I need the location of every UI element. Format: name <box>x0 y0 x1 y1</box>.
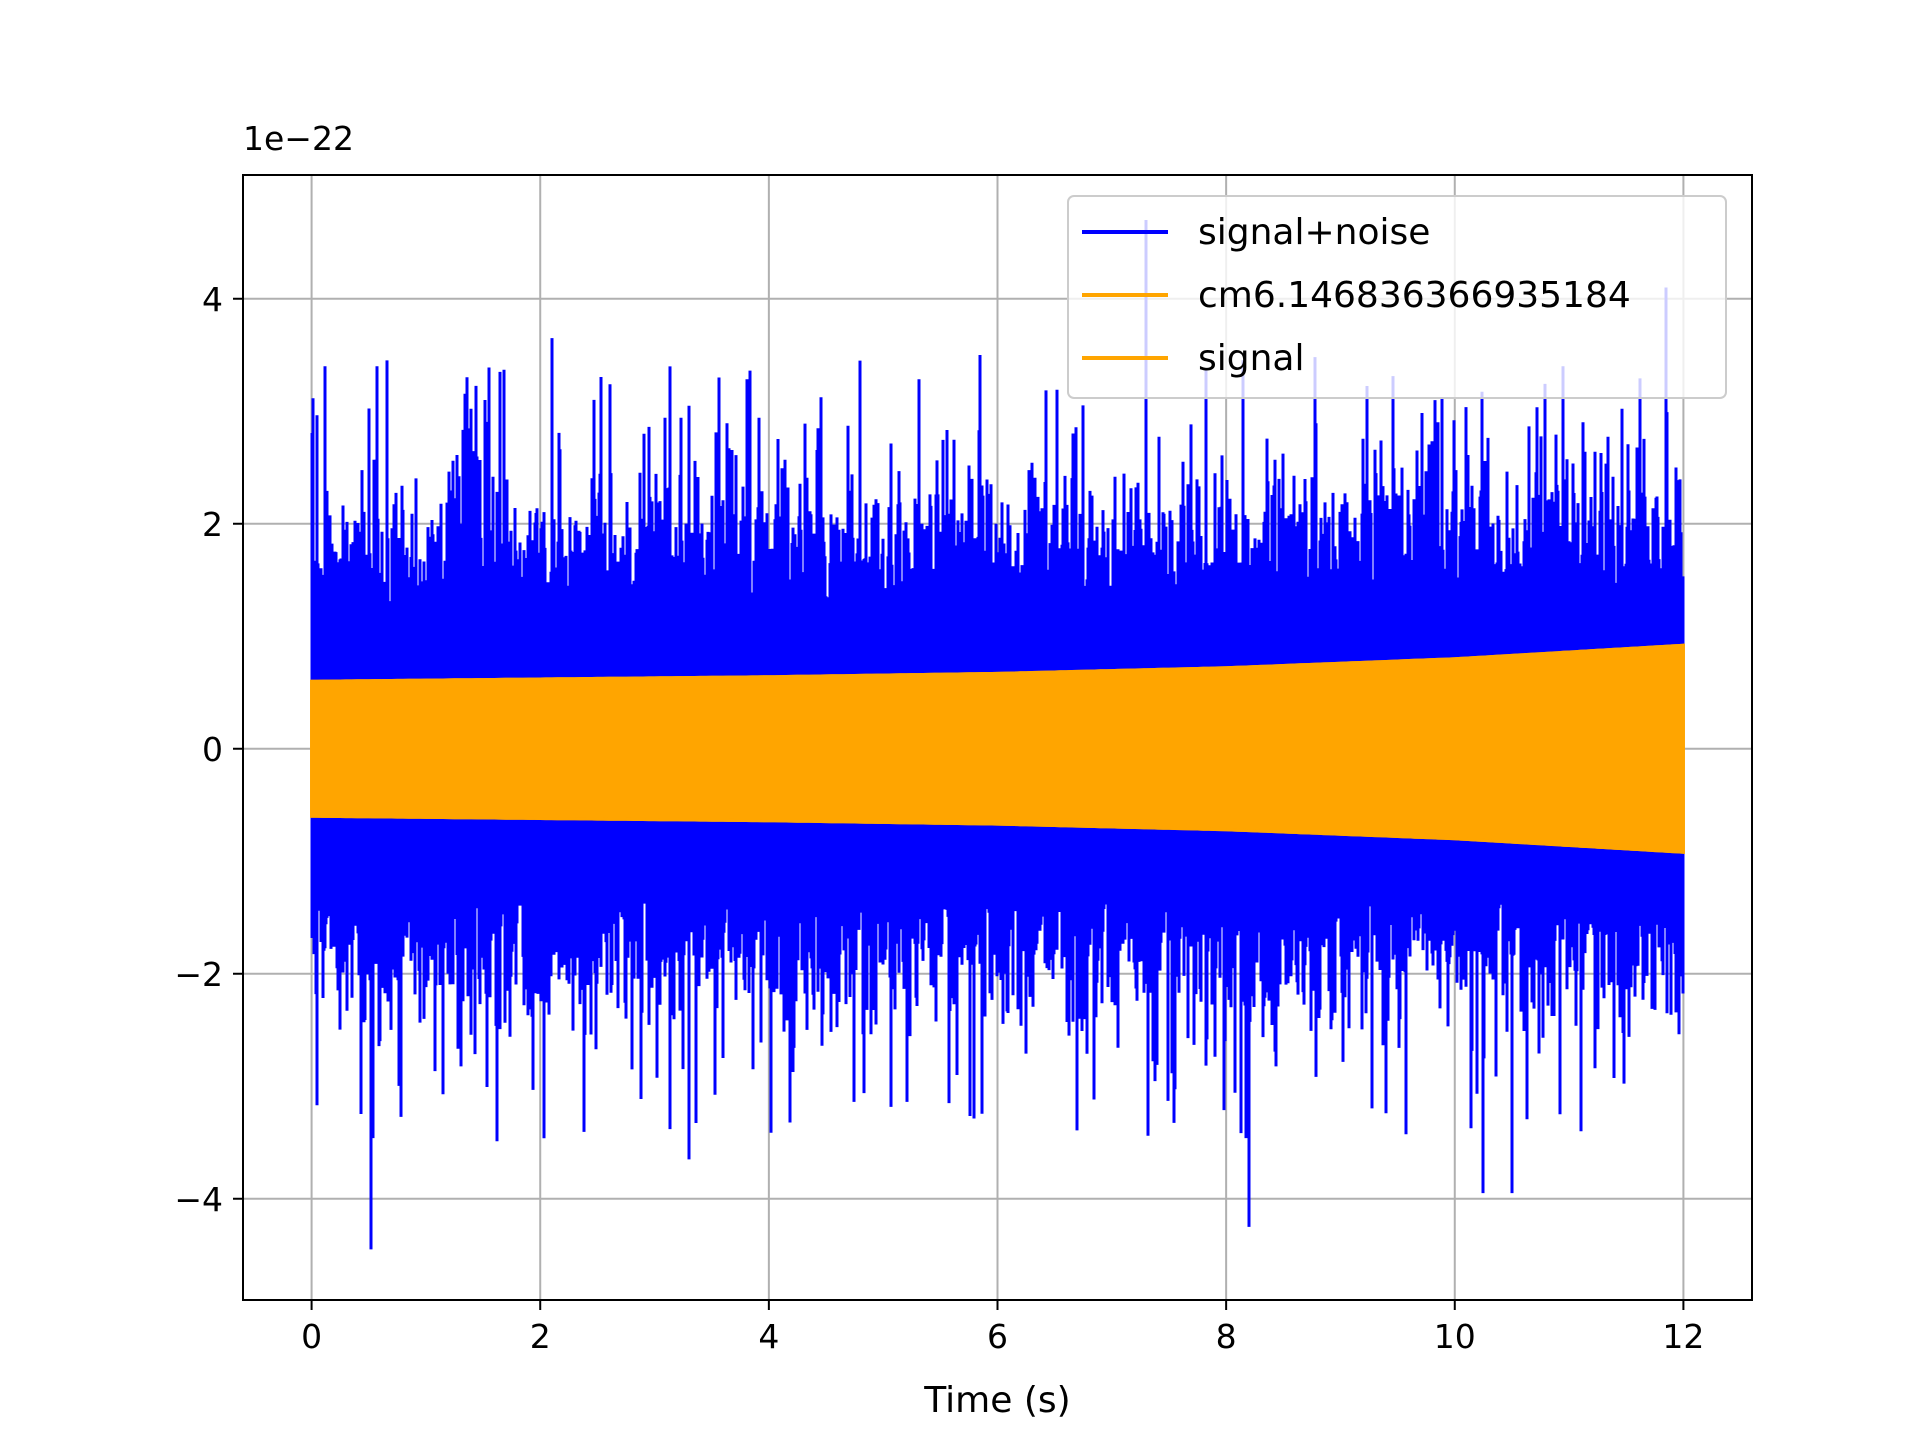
x-tick-label: 6 <box>987 1317 1008 1356</box>
legend: signal+noise cm6.146836366935184 signal <box>1067 195 1727 399</box>
x-tick-label: 10 <box>1434 1317 1476 1356</box>
y-offset-text: 1e−22 <box>243 119 354 158</box>
x-tick-label: 4 <box>758 1317 779 1356</box>
signal-line <box>310 643 1685 854</box>
x-tick-label: 0 <box>301 1317 322 1356</box>
legend-label: signal <box>1198 338 1305 379</box>
x-tick-label: 2 <box>530 1317 551 1356</box>
legend-label: signal+noise <box>1198 212 1430 253</box>
legend-label: cm6.146836366935184 <box>1198 275 1631 316</box>
x-tick-label: 8 <box>1216 1317 1237 1356</box>
legend-box <box>1067 195 1727 399</box>
y-tick-label: 2 <box>202 505 223 544</box>
y-tick-label: 0 <box>202 730 223 769</box>
x-axis-label: Time (s) <box>923 1380 1070 1421</box>
x-tick-label: 12 <box>1662 1317 1704 1356</box>
y-tick-label: −2 <box>174 955 223 994</box>
y-tick-label: −4 <box>174 1180 223 1219</box>
ticks: 0 2 4 6 8 10 12 −4 −2 0 2 4 <box>174 280 1704 1356</box>
y-tick-label: 4 <box>202 280 223 319</box>
series-signal <box>310 643 1685 854</box>
